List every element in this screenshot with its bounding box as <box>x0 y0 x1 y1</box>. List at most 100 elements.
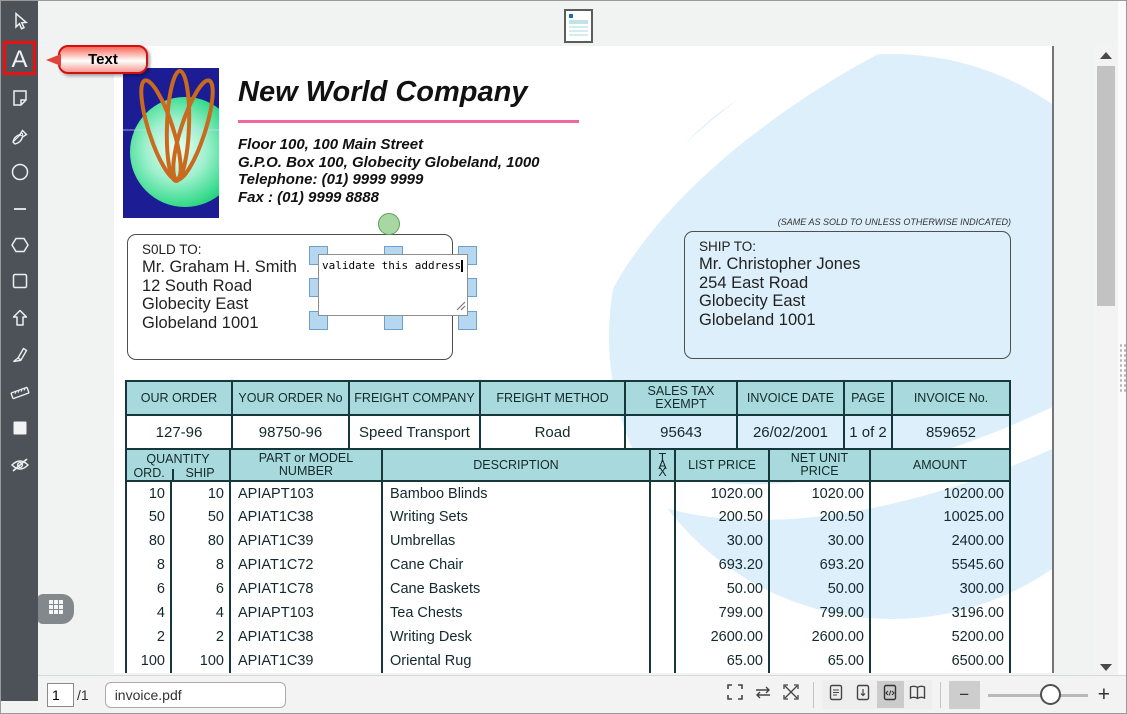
company-name: New World Company <box>238 76 528 108</box>
zoom-slider[interactable] <box>987 681 1088 709</box>
wrapped-scroll-view-button[interactable] <box>876 681 904 708</box>
header-freight-method: FREIGHT METHOD <box>479 380 626 416</box>
item-row: 50 50 APIAT1C38 Writing Sets 200.50 200.50 100… <box>125 505 1011 529</box>
header-net-unit-price: NET UNIT PRICE <box>768 448 871 482</box>
zoom-out-button[interactable]: − <box>948 680 980 709</box>
ship-to-note: (SAME AS SOLD TO UNLESS OTHERWISE INDICA… <box>777 217 1011 227</box>
zoom-slider-handle[interactable] <box>1039 683 1061 705</box>
two-page-view-button[interactable] <box>904 681 931 708</box>
book-icon <box>907 683 928 707</box>
item-cell-net: 799.00 <box>768 601 871 625</box>
header-invoice-no: INVOICE No. <box>891 380 1011 416</box>
item-cell-desc: Bamboo Blinds <box>381 481 651 505</box>
vertical-scrollbar[interactable] <box>1094 46 1118 677</box>
hide-annotations-button[interactable] <box>1 450 38 480</box>
header-tax: T A X <box>649 448 676 482</box>
item-cell-list: 1020.00 <box>674 481 770 505</box>
arrow-tool-button[interactable] <box>1 303 38 333</box>
value-invoice-no: 859652 <box>891 414 1011 450</box>
page-thumbnail-button[interactable] <box>564 9 593 43</box>
text-caret <box>461 260 463 272</box>
splitter-grip[interactable] <box>1119 343 1126 393</box>
fullscreen-button[interactable] <box>721 681 749 709</box>
grid-icon <box>48 599 64 620</box>
item-cell-part: APIAT1C38 <box>229 505 383 529</box>
text-tool-button[interactable]: A <box>1 45 38 75</box>
vertical-scroll-view-button[interactable] <box>850 681 877 708</box>
sold-to-box: S0LD TO: Mr. Graham H. Smith 12 South Ro… <box>127 234 453 360</box>
select-tool-button[interactable] <box>1 6 38 36</box>
single-page-view-button[interactable] <box>823 681 850 708</box>
ruler-tool-button[interactable] <box>1 377 38 407</box>
order-info-value-row: 127-96 98750-96 Speed Transport Road 956… <box>125 414 1011 450</box>
item-cell-tax <box>649 505 676 529</box>
item-cell-ship: 100 <box>170 649 231 673</box>
item-cell-list: 693.20 <box>674 553 770 577</box>
scrollbar-thumb[interactable] <box>1097 66 1115 306</box>
item-cell-amount: 3196.00 <box>869 601 1011 625</box>
item-row: 6 6 APIAT1C78 Cane Baskets 50.00 50.00 300.00 <box>125 577 1011 601</box>
item-cell-list: 65.00 <box>674 649 770 673</box>
item-row: 100 100 APIAT1C39 Oriental Rug 65.00 65.00 650… <box>125 649 1011 673</box>
item-cell-tax <box>649 649 676 673</box>
item-cell-part: APIAPT103 <box>229 481 383 505</box>
annotation-toolbar: A <box>1 1 38 701</box>
expand-arrows-icon <box>781 682 801 707</box>
page-view-mode-group <box>821 680 932 709</box>
items-tbody: 10 10 APIAPT103 Bamboo Blinds 1020.00 1020.00… <box>125 481 1011 673</box>
item-cell-tax <box>649 625 676 649</box>
item-cell-ord: 4 <box>125 601 172 625</box>
item-cell-list: 50.00 <box>674 577 770 601</box>
item-cell-desc: Cane Chair <box>381 553 651 577</box>
item-cell-desc: Umbrellas <box>381 529 651 553</box>
item-cell-net: 693.20 <box>768 553 871 577</box>
item-cell-list: 200.50 <box>674 505 770 529</box>
item-cell-ord: 8 <box>125 553 172 577</box>
line-tool-button[interactable] <box>1 194 38 224</box>
pen-tool-button[interactable] <box>1 120 38 150</box>
pdf-page[interactable]: New World Company Floor 100, 100 Main St… <box>114 46 1052 673</box>
item-cell-amount: 10025.00 <box>869 505 1011 529</box>
item-row: 10 10 APIAPT103 Bamboo Blinds 1020.00 1020.00… <box>125 481 1011 505</box>
note-tool-button[interactable] <box>1 83 38 113</box>
item-cell-tax <box>649 481 676 505</box>
polygon-tool-button[interactable] <box>1 230 38 260</box>
filename-input[interactable] <box>104 681 286 708</box>
rectangle-tool-button[interactable] <box>1 266 38 296</box>
page-number-input[interactable] <box>47 682 74 707</box>
fill-color-button[interactable] <box>1 413 38 443</box>
zoom-slider-track[interactable] <box>987 693 1088 697</box>
value-invoice-date: 26/02/2001 <box>736 414 845 450</box>
highlighter-tool-button[interactable] <box>1 340 38 370</box>
note-icon <box>9 87 31 109</box>
item-cell-ord: 10 <box>125 481 172 505</box>
header-amount: AMOUNT <box>869 448 1011 482</box>
item-cell-amount: 5200.00 <box>869 625 1011 649</box>
value-freight-company: Speed Transport <box>348 414 481 450</box>
value-freight-method: Road <box>479 414 626 450</box>
annotation-rotate-handle[interactable] <box>378 213 400 235</box>
viewer-bottom-bar: /1 <box>38 675 1126 713</box>
highlighter-icon <box>9 344 31 366</box>
text-annotation-input[interactable]: validate this address <box>318 254 468 316</box>
ship-to-address: Mr. Christopher Jones 254 East Road Glob… <box>699 255 861 329</box>
page-wrapped-icon <box>881 683 899 707</box>
resize-grip-icon[interactable] <box>455 300 466 314</box>
grid-panel-button[interactable] <box>37 594 74 624</box>
fit-page-button[interactable] <box>777 681 805 709</box>
single-page-icon <box>827 683 845 707</box>
fit-width-button[interactable] <box>749 681 777 709</box>
item-cell-ord: 2 <box>125 625 172 649</box>
title-underline <box>238 120 579 123</box>
item-cell-amount: 10200.00 <box>869 481 1011 505</box>
item-cell-desc: Oriental Rug <box>381 649 651 673</box>
item-cell-net: 1020.00 <box>768 481 871 505</box>
eye-slash-icon <box>9 454 31 476</box>
invoice-content: New World Company Floor 100, 100 Main St… <box>114 46 1052 673</box>
scroll-up-arrow[interactable] <box>1100 52 1112 59</box>
zoom-in-button[interactable]: + <box>1097 682 1110 706</box>
value-page: 1 of 2 <box>843 414 893 450</box>
scroll-down-arrow[interactable] <box>1100 664 1112 671</box>
item-cell-ship: 6 <box>170 577 231 601</box>
ellipse-tool-button[interactable] <box>1 157 38 187</box>
